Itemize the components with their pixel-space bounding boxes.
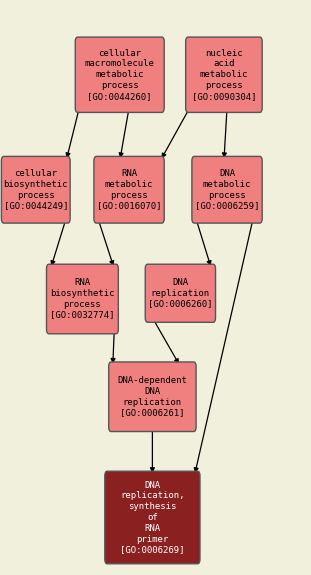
Text: cellular
biosynthetic
process
[GO:0044249]: cellular biosynthetic process [GO:004424… xyxy=(3,169,68,210)
FancyBboxPatch shape xyxy=(2,156,70,223)
FancyBboxPatch shape xyxy=(75,37,164,113)
Text: nucleic
acid
metabolic
process
[GO:0090304]: nucleic acid metabolic process [GO:00903… xyxy=(192,49,256,101)
Text: DNA
replication,
synthesis
of
RNA
primer
[GO:0006269]: DNA replication, synthesis of RNA primer… xyxy=(120,481,185,554)
Text: DNA
metabolic
process
[GO:0006259]: DNA metabolic process [GO:0006259] xyxy=(195,169,259,210)
Text: RNA
biosynthetic
process
[GO:0032774]: RNA biosynthetic process [GO:0032774] xyxy=(50,278,115,320)
Text: RNA
metabolic
process
[GO:0016070]: RNA metabolic process [GO:0016070] xyxy=(97,169,161,210)
FancyBboxPatch shape xyxy=(145,264,216,322)
Text: cellular
macromolecule
metabolic
process
[GO:0044260]: cellular macromolecule metabolic process… xyxy=(85,49,155,101)
FancyBboxPatch shape xyxy=(186,37,262,113)
FancyBboxPatch shape xyxy=(47,264,118,334)
FancyBboxPatch shape xyxy=(192,156,262,223)
FancyBboxPatch shape xyxy=(109,362,196,431)
FancyBboxPatch shape xyxy=(105,472,200,564)
Text: DNA
replication
[GO:0006260]: DNA replication [GO:0006260] xyxy=(148,278,213,309)
FancyBboxPatch shape xyxy=(94,156,164,223)
Text: DNA-dependent
DNA
replication
[GO:0006261]: DNA-dependent DNA replication [GO:000626… xyxy=(118,376,187,417)
